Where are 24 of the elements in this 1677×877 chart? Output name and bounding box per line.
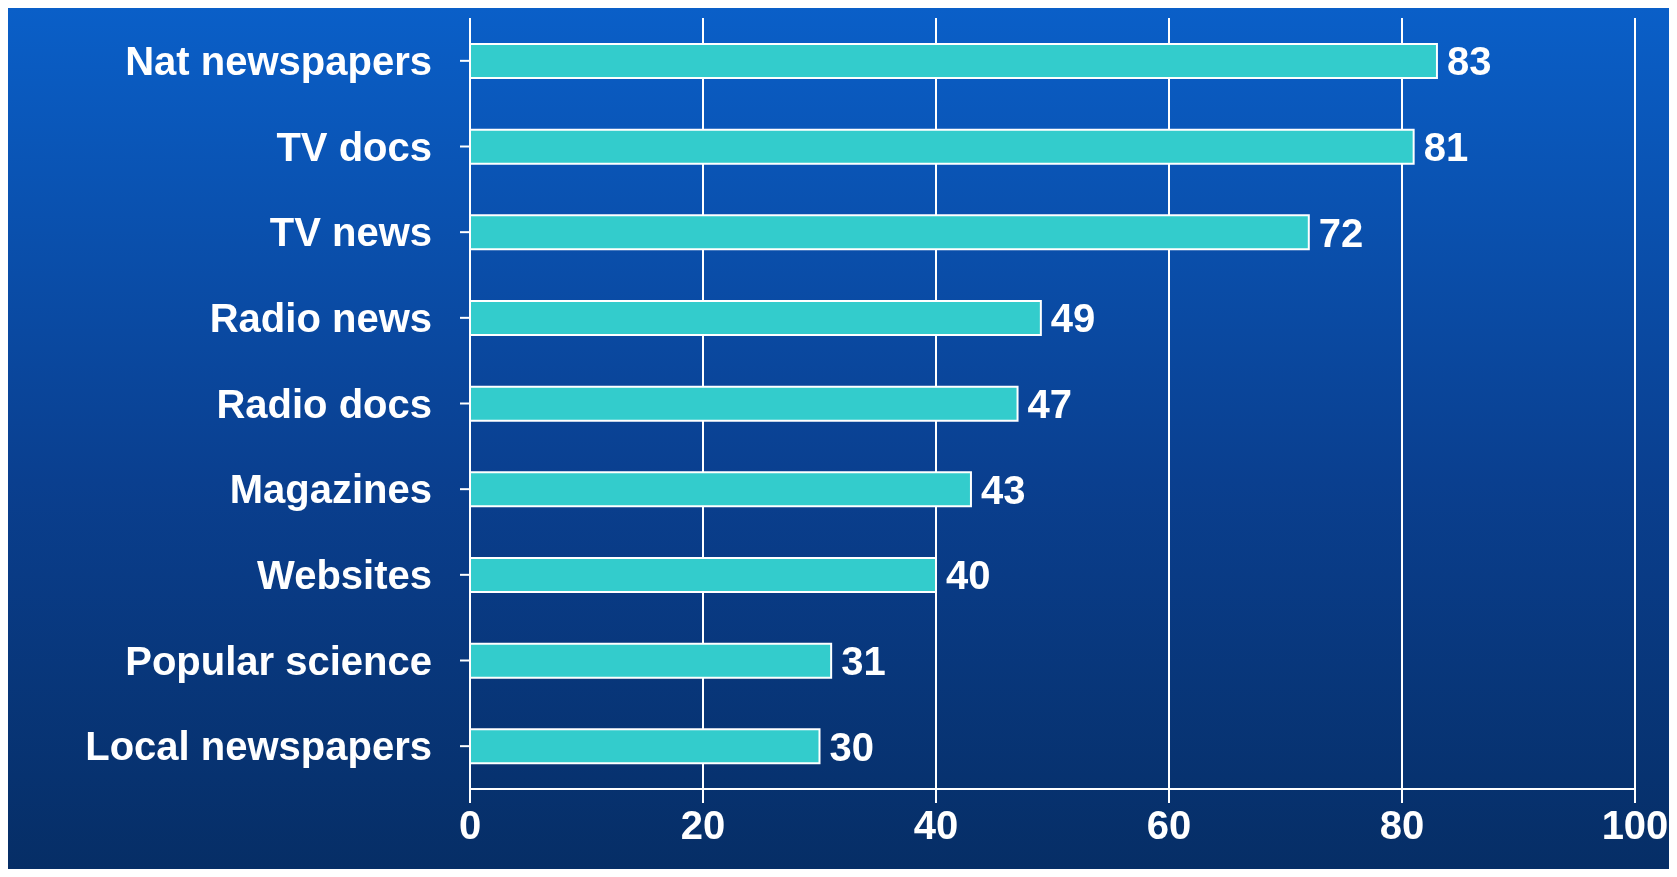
- x-tick-label: 0: [458, 803, 482, 848]
- x-tick-label: 60: [1146, 803, 1192, 848]
- y-tick-label: Radio docs: [216, 381, 432, 426]
- data-label: 83: [1446, 39, 1492, 84]
- x-tick-label: 40: [913, 803, 959, 848]
- data-label: 40: [946, 553, 991, 598]
- y-tick-label: Magazines: [229, 467, 432, 512]
- y-tick-label: Popular science: [125, 638, 432, 683]
- x-tick-label: 80: [1379, 803, 1425, 848]
- y-tick-label: Websites: [257, 553, 432, 598]
- y-tick-label: Radio news: [209, 296, 432, 341]
- x-tick-label: 20: [680, 803, 726, 848]
- y-tick-label: Local newspapers: [85, 724, 432, 769]
- y-tick-label: TV docs: [276, 124, 432, 169]
- data-label: 49: [1050, 296, 1096, 341]
- data-label: 31: [841, 638, 886, 683]
- data-label: 81: [1423, 124, 1469, 169]
- data-label: 30: [829, 724, 874, 769]
- x-tick-label: 100: [1601, 803, 1669, 848]
- y-tick-label: TV news: [269, 210, 432, 255]
- data-label: 72: [1318, 210, 1364, 255]
- data-label: 43: [980, 467, 1026, 512]
- data-label: 47: [1027, 381, 1073, 426]
- y-tick-label: Nat newspapers: [125, 39, 432, 84]
